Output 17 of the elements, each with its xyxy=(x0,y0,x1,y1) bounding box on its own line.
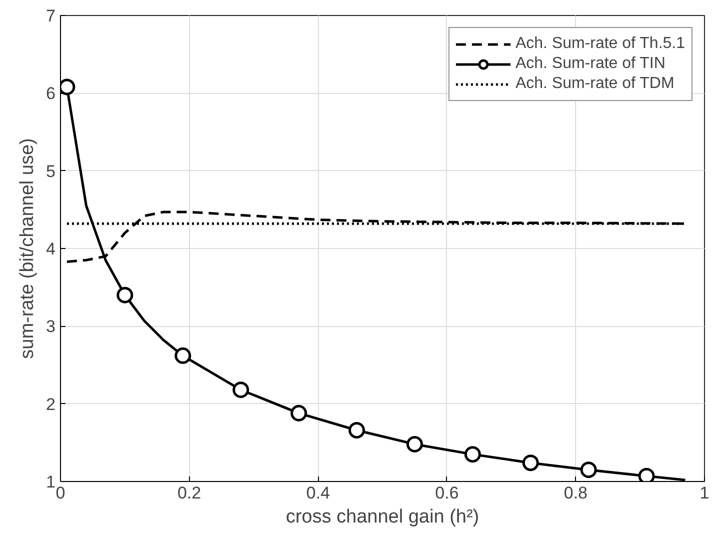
y-tick-label: 5 xyxy=(46,162,56,181)
x-tick-label: 0.2 xyxy=(177,484,202,502)
x-axis-title: cross channel gain (h²) xyxy=(286,506,480,528)
x-tick-label: 1 xyxy=(700,484,710,502)
y-tick-label: 2 xyxy=(46,394,56,414)
x-tick-label: 0.8 xyxy=(564,484,588,502)
y-tick-label: 4 xyxy=(46,240,56,258)
y-tick-label: 7 xyxy=(46,6,56,26)
x-tick-label: 0.4 xyxy=(306,484,330,502)
legend-label: Ach. Sum-rate of TDM xyxy=(515,75,674,93)
x-tick-label: 0.6 xyxy=(435,484,459,502)
x-tick-label: 0 xyxy=(56,484,66,502)
y-tick-label: 3 xyxy=(46,317,56,336)
y-axis-title: sum-rate (bit/channel use) xyxy=(17,138,38,359)
legend-label: Ach. Sum-rate of TIN xyxy=(515,55,666,73)
y-tick-label: 6 xyxy=(46,84,56,104)
legend-label: Ach. Sum-rate of Th.5.1 xyxy=(515,35,685,53)
